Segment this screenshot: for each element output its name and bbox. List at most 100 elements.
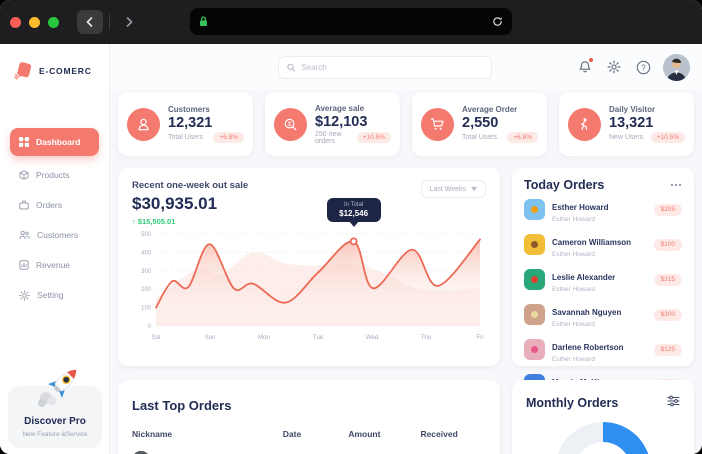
order-avatar bbox=[524, 199, 545, 220]
browser-chrome bbox=[0, 0, 702, 44]
sidebar: E-COMERC Dashboard Products Orders Cust bbox=[0, 44, 110, 454]
window-controls bbox=[10, 16, 59, 28]
search-icon bbox=[287, 63, 296, 71]
order-sub: Esther Howard bbox=[552, 285, 595, 293]
range-selector[interactable]: Last Weeks bbox=[420, 180, 486, 198]
stat-badge: +10.5% bbox=[650, 132, 685, 143]
sidebar-item-customers[interactable]: Customers bbox=[0, 220, 109, 250]
svg-text:Mon: Mon bbox=[258, 334, 271, 341]
filter-sliders-icon[interactable] bbox=[667, 395, 680, 407]
stat-badge: +6.8% bbox=[213, 132, 244, 143]
order-list-item[interactable]: Esther Howard Esther Howard $205 bbox=[524, 192, 682, 227]
tooltip-label: In Total bbox=[344, 202, 364, 209]
maximize-window-button[interactable] bbox=[48, 16, 59, 28]
stat-label: Average sale bbox=[315, 103, 365, 113]
search-box[interactable] bbox=[278, 55, 492, 79]
monthly-orders-donut-chart[interactable] bbox=[555, 422, 651, 454]
sidebar-item-label: Products bbox=[36, 170, 70, 180]
stat-value: 12,321 bbox=[168, 115, 213, 131]
minimize-window-button[interactable] bbox=[29, 16, 40, 28]
sidebar-item-label: Customers bbox=[37, 230, 79, 240]
topbar: ? bbox=[110, 44, 702, 90]
help-button[interactable]: ? bbox=[634, 58, 652, 76]
sidebar-item-products[interactable]: Products bbox=[0, 160, 109, 190]
more-options-icon[interactable] bbox=[670, 183, 682, 187]
browser-back-button[interactable] bbox=[77, 10, 103, 34]
order-sub: Esther Howard bbox=[552, 250, 595, 258]
table-title: Last Top Orders bbox=[132, 398, 232, 413]
rocket-illustration bbox=[38, 369, 77, 407]
column-header: Date bbox=[282, 429, 302, 439]
stat-badge: +10.5% bbox=[356, 132, 391, 143]
search-input[interactable] bbox=[301, 62, 483, 72]
chart-body: In Total $12,546 0 100 200 300 400 500 Sat Sun M… bbox=[132, 198, 486, 349]
order-sub: Esther Howard bbox=[552, 355, 595, 363]
gear-icon bbox=[607, 60, 621, 74]
notifications-button[interactable] bbox=[576, 58, 594, 76]
order-name: Cameron Williamson bbox=[552, 237, 632, 247]
sales-line-chart[interactable]: 0 100 200 300 400 500 Sat Sun Mon Tue Wed Thu Fri bbox=[132, 228, 486, 344]
order-price-badge: $125 bbox=[653, 343, 682, 356]
chevron-down-icon bbox=[471, 187, 477, 191]
monthly-orders-title: Monthly Orders bbox=[526, 396, 619, 410]
package-icon bbox=[19, 170, 29, 180]
table-header: Nickname Date Amount Received bbox=[132, 429, 486, 439]
bell-icon bbox=[579, 61, 591, 73]
users-icon bbox=[19, 230, 30, 240]
stat-sub: 250 new orders bbox=[315, 130, 342, 145]
row-avatar bbox=[132, 451, 150, 454]
browser-forward-button[interactable] bbox=[116, 10, 142, 34]
svg-text:?: ? bbox=[641, 63, 646, 72]
svg-text:400: 400 bbox=[141, 250, 152, 256]
order-price-badge: $215 bbox=[653, 273, 682, 286]
order-name: Savannah Nguyen bbox=[552, 307, 622, 317]
order-list-item[interactable]: Leslie Alexander Esther Howard $215 bbox=[524, 262, 682, 297]
column-header: Received bbox=[420, 429, 458, 439]
stat-value: $12,103 bbox=[315, 113, 368, 130]
sidebar-item-revenue[interactable]: Revenue bbox=[0, 250, 109, 280]
order-list-item[interactable]: Cameron Williamson Esther Howard $100 bbox=[524, 227, 682, 262]
chart-total: $30,935.01 bbox=[132, 194, 218, 213]
svg-text:Wed: Wed bbox=[366, 334, 379, 341]
chart-delta: ↑ $15,505.01 bbox=[132, 217, 176, 226]
order-price-badge: $100 bbox=[653, 238, 682, 251]
dashboard-grid-icon bbox=[19, 137, 29, 147]
promo-subtitle: New Feature &Service bbox=[22, 431, 88, 438]
donut-hole bbox=[575, 442, 631, 454]
stats-row: Customers 12,321 Total Users +6.8% $ bbox=[118, 92, 694, 156]
svg-text:100: 100 bbox=[141, 306, 152, 312]
stat-sub: Total Users bbox=[462, 134, 498, 141]
order-avatar bbox=[524, 304, 545, 325]
discover-pro-panel[interactable]: Discover Pro New Feature &Service bbox=[8, 369, 102, 448]
svg-text:300: 300 bbox=[141, 269, 152, 275]
sidebar-item-orders[interactable]: Orders bbox=[0, 190, 109, 220]
reload-icon[interactable] bbox=[492, 16, 503, 27]
briefcase-icon bbox=[19, 200, 29, 210]
order-list-item[interactable]: Darlene Robertson Esther Howard $125 bbox=[524, 332, 682, 367]
cart-icon bbox=[421, 107, 454, 141]
order-name: Darlene Robertson bbox=[552, 342, 624, 352]
svg-text:Sat: Sat bbox=[151, 334, 161, 341]
notification-badge bbox=[589, 58, 593, 62]
stat-label: Customers bbox=[168, 105, 210, 114]
chart-tooltip: In Total $12,546 bbox=[326, 198, 381, 228]
user-avatar[interactable] bbox=[663, 53, 690, 81]
close-window-button[interactable] bbox=[10, 16, 21, 28]
sidebar-item-dashboard[interactable]: Dashboard bbox=[10, 128, 99, 156]
toolbar-divider bbox=[109, 14, 110, 30]
last-top-orders-card: Last Top Orders Nickname Date Amount Rec… bbox=[118, 380, 500, 454]
order-name: Leslie Alexander bbox=[552, 272, 616, 282]
svg-text:Thu: Thu bbox=[421, 334, 432, 341]
settings-button[interactable] bbox=[605, 58, 623, 76]
sidebar-item-setting[interactable]: Setting bbox=[0, 280, 109, 310]
sidebar-item-label: Dashboard bbox=[36, 137, 81, 147]
brand-logo: E-COMERC bbox=[0, 44, 109, 82]
avatar-image bbox=[663, 53, 690, 81]
today-orders-card: Today Orders Esther Howard Esther Howard … bbox=[512, 168, 694, 398]
address-bar[interactable] bbox=[190, 8, 512, 35]
stat-sub: Total Users bbox=[168, 134, 204, 141]
order-list-item[interactable]: Savannah Nguyen Esther Howard $300 bbox=[524, 297, 682, 332]
order-sub: Esther Howard bbox=[552, 215, 595, 223]
svg-text:$: $ bbox=[288, 121, 292, 128]
